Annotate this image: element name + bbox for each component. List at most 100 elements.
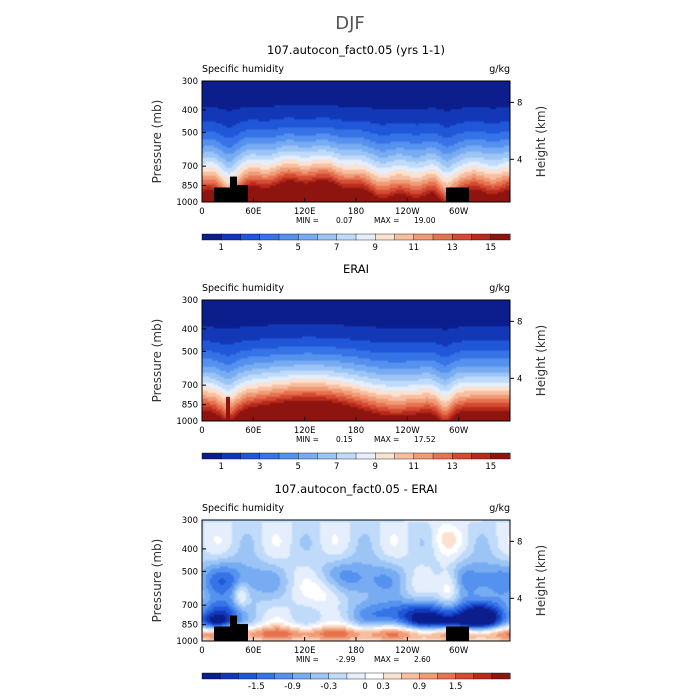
colorbar-swatch — [201, 672, 221, 680]
colorbar-label: 1.5 — [449, 682, 463, 692]
colorbar-label: 1 — [219, 462, 224, 472]
pressure-tick-label: 700 — [182, 162, 198, 172]
colorbar-label: 0.3 — [376, 682, 390, 692]
lon-tick-label: 180 — [348, 646, 364, 656]
pressure-tick-label: 700 — [182, 601, 198, 611]
panel-1: 107.autocon_fact0.05 (yrs 1-1) Specific h… — [150, 43, 548, 253]
colorbar-swatch — [221, 233, 241, 241]
pressure-tick-label: 500 — [182, 128, 198, 138]
lon-tick-label: 180 — [348, 426, 364, 436]
topography-block — [446, 626, 469, 641]
colorbar-swatch — [452, 452, 472, 460]
y-axis-label: Pressure (mb) — [150, 100, 164, 184]
colorbar-swatch — [394, 233, 415, 241]
colorbar-swatch — [452, 233, 472, 241]
colorbar-swatch — [278, 452, 299, 460]
lon-tick-label: 0 — [199, 646, 204, 656]
colorbar-label: 3 — [257, 462, 262, 472]
pressure-tick-label: 300 — [182, 516, 198, 526]
colorbar-swatch — [491, 672, 511, 680]
colorbar-swatch — [394, 452, 415, 460]
lon-tick-label: 60E — [245, 646, 261, 656]
colorbar-label: 7 — [334, 462, 339, 472]
colorbar-swatch — [298, 452, 318, 460]
heatmap-image — [202, 520, 510, 641]
colorbar-swatch — [259, 452, 280, 460]
height-tick-label: 8 — [517, 317, 522, 327]
colorbar-swatch — [473, 672, 493, 680]
min-label: MIN = — [296, 435, 319, 444]
height-tick-label: 4 — [517, 155, 522, 165]
colorbar-swatch — [432, 233, 453, 241]
pressure-tick-label: 400 — [182, 325, 198, 335]
colorbar-swatch — [240, 233, 261, 241]
y-axis-label-right: Height (km) — [534, 106, 548, 177]
units-label: g/kg — [489, 64, 510, 75]
lon-tick-label: 60E — [245, 426, 261, 436]
colorbar-swatch — [471, 452, 492, 460]
colorbar-swatch — [298, 233, 318, 241]
min-value: 0.15 — [336, 435, 353, 444]
colorbar-swatch — [419, 672, 439, 680]
variable-label: Specific humidity — [202, 503, 284, 514]
colorbar-label: -0.3 — [321, 682, 338, 692]
colorbar-swatch — [364, 672, 384, 680]
lon-tick-label: 120E — [294, 426, 316, 436]
lon-tick-label: 60E — [245, 207, 261, 217]
pressure-tick-label: 1000 — [176, 198, 198, 208]
heatmap-image — [202, 300, 510, 421]
min-value: -2.99 — [336, 655, 356, 664]
colorbar-label: 11 — [408, 462, 419, 472]
colorbar-swatch — [328, 672, 348, 680]
max-label: MAX = — [374, 216, 399, 225]
variable-label: Specific humidity — [202, 64, 284, 75]
colorbar-swatch — [278, 233, 299, 241]
lon-tick-label: 120W — [395, 426, 420, 436]
colorbar-label: 13 — [447, 462, 458, 472]
topography-block — [446, 187, 469, 202]
colorbar-swatch — [238, 672, 257, 680]
variable-label: Specific humidity — [202, 283, 284, 294]
topography-block — [226, 396, 230, 421]
min-label: MIN = — [296, 216, 319, 225]
max-label: MAX = — [374, 435, 399, 444]
panel-title: 107.autocon_fact0.05 (yrs 1-1) — [267, 43, 445, 57]
max-value: 2.60 — [414, 655, 431, 664]
lon-tick-label: 120W — [395, 207, 420, 217]
min-label: MIN = — [296, 655, 319, 664]
pressure-tick-label: 850 — [182, 621, 198, 631]
colorbar-label: 0 — [362, 682, 367, 692]
panel-3: 107.autocon_fact0.05 - ERAI Specific humi… — [150, 482, 548, 692]
pressure-tick-label: 850 — [182, 182, 198, 192]
colorbar-swatch — [432, 452, 453, 460]
y-axis-label-right: Height (km) — [534, 545, 548, 616]
lon-tick-label: 0 — [199, 426, 204, 436]
colorbar-swatch — [259, 233, 280, 241]
colorbar-swatch — [490, 452, 511, 460]
colorbar-swatch — [317, 452, 338, 460]
colorbar-swatch — [346, 672, 366, 680]
colorbar-swatch — [375, 233, 395, 241]
colorbar-swatch — [413, 233, 434, 241]
min-value: 0.07 — [336, 216, 353, 225]
colorbar-swatch — [201, 233, 222, 241]
pressure-tick-label: 500 — [182, 347, 198, 357]
panel-title: 107.autocon_fact0.05 - ERAI — [275, 482, 438, 496]
colorbar-label: 9 — [373, 243, 378, 253]
colorbar-swatch — [471, 233, 492, 241]
heatmap-image — [202, 81, 510, 202]
colorbar-label: 5 — [296, 243, 301, 253]
pressure-tick-label: 850 — [182, 401, 198, 411]
lon-tick-label: 120E — [294, 207, 316, 217]
colorbar-swatch — [336, 233, 357, 241]
lon-tick-label: 60W — [449, 426, 469, 436]
colorbar-swatch — [201, 452, 222, 460]
colorbar-swatch — [455, 672, 475, 680]
y-axis-label: Pressure (mb) — [150, 539, 164, 623]
lon-tick-label: 60W — [449, 646, 469, 656]
colorbar-swatch — [221, 452, 241, 460]
colorbar-swatch — [336, 452, 357, 460]
height-tick-label: 4 — [517, 594, 522, 604]
